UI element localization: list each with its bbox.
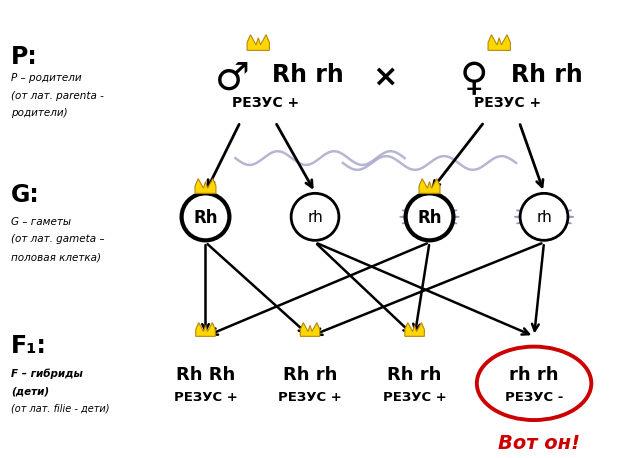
- Text: РЕЗУС -: РЕЗУС -: [505, 391, 563, 404]
- Text: РЕЗУС +: РЕЗУС +: [474, 96, 541, 110]
- Text: РЕЗУС +: РЕЗУС +: [383, 391, 447, 404]
- Text: Вот он!: Вот он!: [498, 434, 580, 453]
- Text: rh: rh: [536, 210, 552, 225]
- Text: родители): родители): [12, 108, 68, 118]
- Text: rh rh: rh rh: [509, 365, 559, 384]
- Text: (от лат. filie - дети): (от лат. filie - дети): [12, 404, 110, 414]
- Text: P:: P:: [12, 45, 38, 70]
- Text: rh: rh: [307, 210, 323, 225]
- Text: ♂: ♂: [215, 60, 250, 98]
- Text: Rh rh: Rh rh: [511, 63, 583, 87]
- Polygon shape: [300, 322, 320, 336]
- Polygon shape: [195, 179, 216, 193]
- Text: РЕЗУС +: РЕЗУС +: [173, 391, 237, 404]
- Polygon shape: [247, 35, 269, 50]
- Text: Rh rh: Rh rh: [283, 365, 337, 384]
- Text: РЕЗУС +: РЕЗУС +: [232, 96, 299, 110]
- Text: РЕЗУС +: РЕЗУС +: [278, 391, 342, 404]
- Text: Rh rh: Rh rh: [387, 365, 442, 384]
- Text: (от лат. gameta –: (от лат. gameta –: [12, 234, 105, 245]
- Text: ♀: ♀: [460, 60, 488, 98]
- Text: P – родители: P – родители: [12, 73, 82, 83]
- Text: половая клетка): половая клетка): [12, 252, 101, 262]
- Circle shape: [406, 193, 453, 240]
- Text: (от лат. parenta -: (от лат. parenta -: [12, 91, 104, 100]
- Polygon shape: [405, 322, 424, 336]
- Text: Rh Rh: Rh Rh: [176, 365, 235, 384]
- Polygon shape: [488, 35, 510, 50]
- Polygon shape: [419, 179, 440, 193]
- Text: (дети): (дети): [12, 386, 49, 396]
- Circle shape: [520, 193, 568, 240]
- Circle shape: [182, 193, 229, 240]
- Text: Rh rh: Rh rh: [272, 63, 344, 87]
- Polygon shape: [196, 322, 215, 336]
- Circle shape: [291, 193, 339, 240]
- Text: F – гибриды: F – гибриды: [12, 369, 83, 379]
- Text: F₁:: F₁:: [12, 334, 47, 358]
- Text: Rh: Rh: [417, 209, 442, 227]
- Polygon shape: [514, 199, 574, 234]
- Polygon shape: [399, 199, 460, 234]
- Text: G – гаметы: G – гаметы: [12, 217, 72, 227]
- Text: Rh: Rh: [193, 209, 218, 227]
- Text: G:: G:: [12, 183, 40, 207]
- Text: ×: ×: [372, 63, 397, 92]
